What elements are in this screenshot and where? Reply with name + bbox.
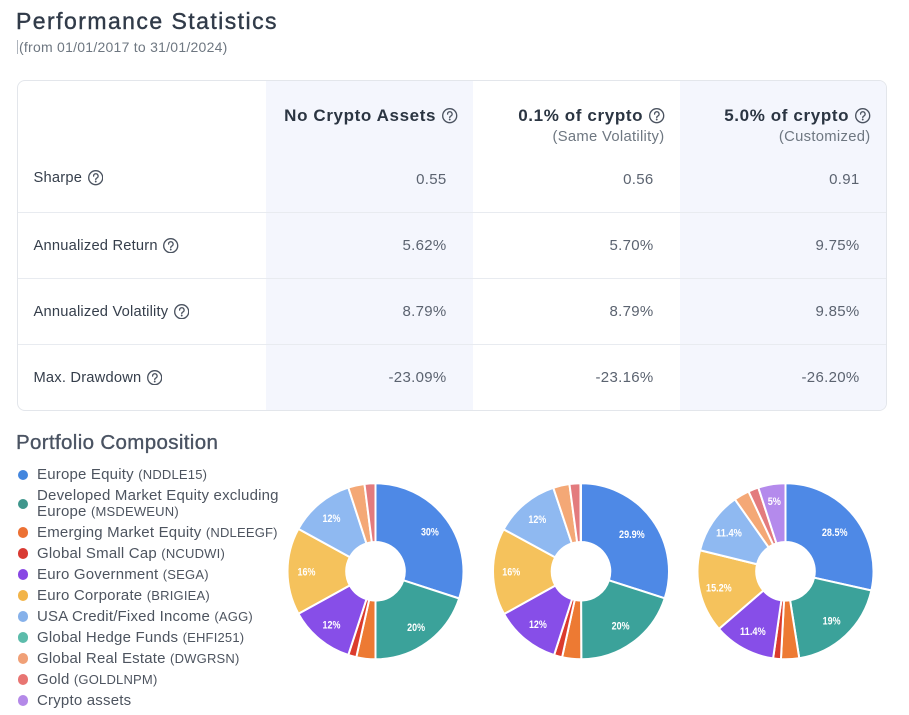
svg-text:16%: 16%: [502, 567, 520, 579]
svg-text:12%: 12%: [323, 620, 341, 632]
svg-text:15.2%: 15.2%: [706, 582, 732, 594]
svg-text:11.4%: 11.4%: [716, 528, 742, 540]
svg-text:5%: 5%: [768, 496, 781, 508]
svg-text:12%: 12%: [323, 513, 341, 525]
svg-text:29.9%: 29.9%: [619, 529, 645, 541]
svg-text:19%: 19%: [823, 615, 841, 627]
svg-text:12%: 12%: [528, 514, 546, 526]
svg-text:28.5%: 28.5%: [822, 527, 848, 539]
svg-text:20%: 20%: [407, 622, 425, 634]
svg-text:16%: 16%: [298, 566, 316, 578]
svg-text:20%: 20%: [612, 621, 630, 633]
svg-text:30%: 30%: [421, 527, 439, 539]
svg-text:12%: 12%: [529, 619, 547, 631]
svg-text:11.4%: 11.4%: [740, 626, 766, 638]
